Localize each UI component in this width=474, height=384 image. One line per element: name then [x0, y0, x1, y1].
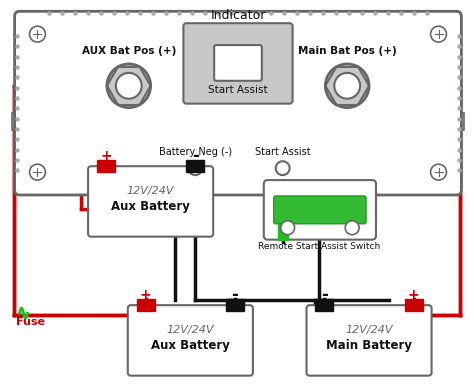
Circle shape	[276, 161, 290, 175]
Bar	[315, 299, 333, 311]
Circle shape	[345, 221, 359, 235]
Bar	[278, 218, 288, 240]
Text: Battery Neg (-): Battery Neg (-)	[159, 147, 232, 157]
Circle shape	[430, 164, 447, 180]
FancyBboxPatch shape	[15, 11, 461, 195]
Text: 12V/24V: 12V/24V	[166, 325, 214, 335]
Text: Aux Battery: Aux Battery	[111, 200, 190, 213]
Circle shape	[430, 26, 447, 42]
Bar	[12, 113, 24, 131]
Circle shape	[29, 26, 46, 42]
Text: +: +	[408, 288, 419, 302]
Text: Start Assist: Start Assist	[255, 147, 310, 157]
Text: 12V/24V: 12V/24V	[345, 325, 393, 335]
Bar	[452, 113, 465, 131]
FancyBboxPatch shape	[183, 23, 292, 104]
FancyBboxPatch shape	[307, 305, 432, 376]
Bar	[226, 299, 244, 311]
Text: Aux Battery: Aux Battery	[151, 339, 230, 352]
FancyBboxPatch shape	[214, 45, 262, 81]
Circle shape	[116, 73, 142, 99]
Circle shape	[29, 164, 46, 180]
Text: Fuse: Fuse	[16, 317, 45, 327]
Text: AUX Bat Pos (+): AUX Bat Pos (+)	[82, 46, 176, 56]
Text: Main Battery: Main Battery	[326, 339, 412, 352]
Text: 12V/24V: 12V/24V	[127, 186, 174, 196]
Text: -: -	[192, 147, 199, 165]
FancyBboxPatch shape	[264, 180, 376, 240]
Circle shape	[334, 73, 360, 99]
Text: Remote Start Assist Switch: Remote Start Assist Switch	[258, 242, 381, 251]
Circle shape	[107, 64, 151, 108]
Text: +: +	[100, 149, 112, 163]
Text: Start Assist: Start Assist	[208, 85, 268, 95]
Bar	[405, 299, 423, 311]
FancyBboxPatch shape	[128, 305, 253, 376]
Text: +: +	[140, 288, 152, 302]
FancyBboxPatch shape	[88, 166, 213, 237]
Text: Indicator: Indicator	[210, 9, 266, 22]
Bar	[137, 299, 155, 311]
Text: -: -	[321, 286, 328, 304]
Bar	[186, 160, 204, 172]
Text: -: -	[232, 286, 238, 304]
Circle shape	[188, 161, 202, 175]
FancyBboxPatch shape	[273, 196, 366, 224]
Bar	[97, 160, 115, 172]
Text: Main Bat Pos (+): Main Bat Pos (+)	[298, 46, 397, 56]
Circle shape	[281, 221, 294, 235]
Circle shape	[325, 64, 369, 108]
